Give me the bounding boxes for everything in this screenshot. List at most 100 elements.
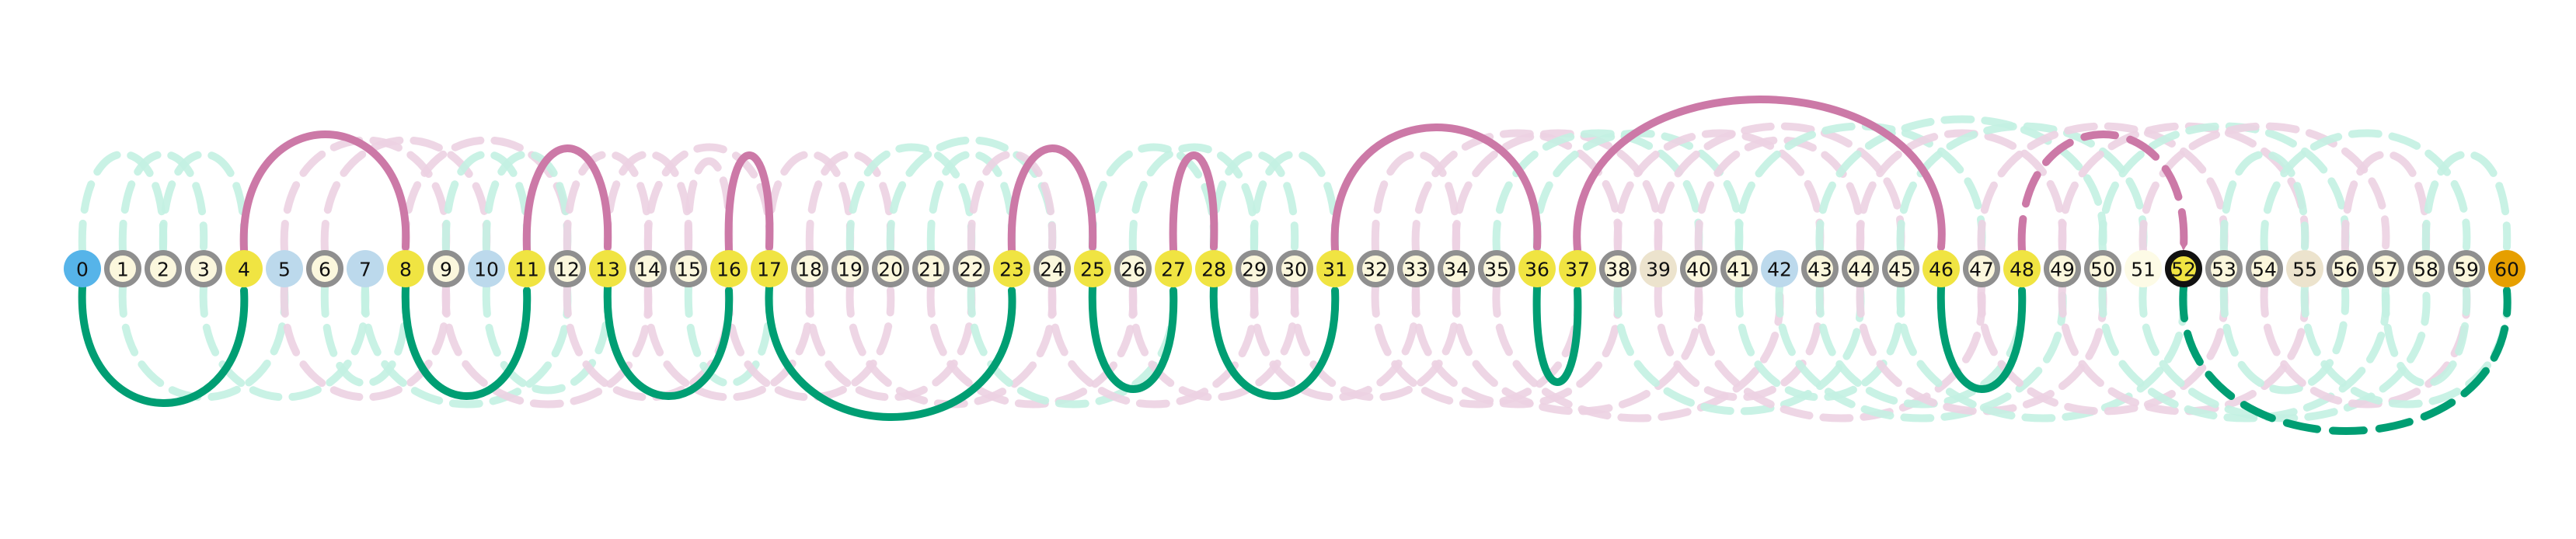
node-label: 19	[838, 259, 863, 281]
node-circle	[1397, 250, 1434, 287]
path-edge-16-17	[724, 151, 774, 254]
ghost-edge-0-2	[78, 150, 168, 254]
node-24: 24	[1034, 250, 1071, 287]
node-label: 54	[2252, 259, 2277, 281]
ghost-edge-40-47	[1694, 283, 1986, 423]
node-46: 46	[1922, 250, 1960, 287]
ghost-edge-26-30	[1128, 283, 1299, 402]
node-circle	[549, 250, 586, 287]
node-circle	[872, 250, 909, 287]
node-label: 35	[1484, 259, 1509, 281]
node-label: 31	[1323, 259, 1347, 281]
path-edge-23-25	[1007, 144, 1097, 254]
node-label: 40	[1686, 259, 1711, 281]
node-label: 42	[1767, 259, 1792, 281]
ghost-edge-3-7	[199, 283, 370, 402]
ghost-edge-29-33	[1250, 283, 1420, 402]
node-circle	[145, 250, 182, 287]
node-circle	[64, 250, 101, 287]
node-label: 9	[440, 259, 452, 281]
path-edge-4-8	[239, 130, 410, 254]
ghost-edge-58-60	[2421, 150, 2512, 254]
node-54: 54	[2246, 250, 2283, 287]
ghost-edge-47-53	[1977, 122, 2229, 254]
node-circle	[1559, 250, 1596, 287]
node-circle	[2488, 250, 2525, 287]
node-label: 38	[1605, 259, 1630, 281]
node-circle	[1074, 250, 1111, 287]
ghost-edge-45-52	[1896, 283, 2188, 423]
path-edge-46-48	[1936, 283, 2027, 393]
ghost-edge-38-43	[1613, 129, 1825, 254]
node-32: 32	[1357, 250, 1394, 287]
node-26: 26	[1114, 250, 1152, 287]
node-20: 20	[872, 250, 909, 287]
path-edge-31-36	[1330, 123, 1542, 254]
node-circle	[2044, 250, 2081, 287]
node-12: 12	[549, 250, 586, 287]
ghost-edge-34-40	[1452, 283, 1703, 416]
node-42: 42	[1761, 250, 1798, 287]
node-label: 57	[2373, 259, 2398, 281]
node-circle	[2246, 250, 2283, 287]
ghost-edge-53-56	[2219, 283, 2350, 395]
node-label: 30	[1282, 259, 1307, 281]
node-59: 59	[2448, 250, 2485, 287]
ghost-edge-1-3	[118, 150, 208, 254]
ghost-edges-layer	[78, 115, 2512, 423]
node-label: 29	[1242, 259, 1267, 281]
node-40: 40	[1680, 250, 1717, 287]
node-label: 50	[2090, 259, 2115, 281]
node-circle	[1438, 250, 1475, 287]
node-circle	[1316, 250, 1354, 287]
path-edge-25-27	[1088, 283, 1178, 393]
ghost-edge-53-55	[2219, 150, 2309, 254]
ghost-edge-30-34	[1290, 283, 1461, 402]
ghost-edge-18-22	[805, 283, 976, 402]
path-edge-36-37	[1532, 283, 1582, 386]
node-circle	[1599, 250, 1637, 287]
node-13: 13	[589, 250, 626, 287]
node-43: 43	[1801, 250, 1839, 287]
path-edge-27-28	[1169, 151, 1218, 254]
node-11: 11	[508, 250, 546, 287]
node-10: 10	[468, 250, 505, 287]
node-18: 18	[791, 250, 828, 287]
ghost-edge-44-49	[1856, 129, 2067, 254]
node-5: 5	[266, 250, 303, 287]
node-circle	[791, 250, 828, 287]
node-label: 20	[878, 259, 903, 281]
node-circle	[1357, 250, 1394, 287]
node-label: 10	[474, 259, 499, 281]
node-label: 6	[319, 259, 331, 281]
node-label: 56	[2333, 259, 2358, 281]
node-label: 23	[999, 259, 1024, 281]
node-label: 49	[2050, 259, 2075, 281]
node-label: 59	[2454, 259, 2479, 281]
node-label: 3	[197, 259, 210, 281]
node-label: 7	[359, 259, 371, 281]
ghost-edge-10-12	[482, 150, 572, 254]
node-label: 12	[555, 259, 580, 281]
ghost-edge-35-40	[1492, 129, 1703, 254]
node-label: 26	[1121, 259, 1145, 281]
node-28: 28	[1195, 250, 1232, 287]
ghost-edge-49-55	[2058, 283, 2309, 416]
ghost-edge-41-45	[1734, 283, 1905, 402]
node-circle	[1276, 250, 1313, 287]
node-label: 52	[2171, 259, 2196, 281]
node-circle	[953, 250, 990, 287]
node-37: 37	[1559, 250, 1596, 287]
node-circle	[2286, 250, 2323, 287]
node-36: 36	[1518, 250, 1556, 287]
node-41: 41	[1720, 250, 1758, 287]
node-label: 28	[1201, 259, 1226, 281]
ghost-edge-9-14	[441, 283, 653, 409]
node-2: 2	[145, 250, 182, 287]
ghost-edge-24-29	[1047, 283, 1259, 409]
ghost-edge-32-34	[1371, 150, 1461, 254]
node-circle	[306, 250, 343, 287]
node-4: 4	[225, 250, 263, 287]
node-33: 33	[1397, 250, 1434, 287]
